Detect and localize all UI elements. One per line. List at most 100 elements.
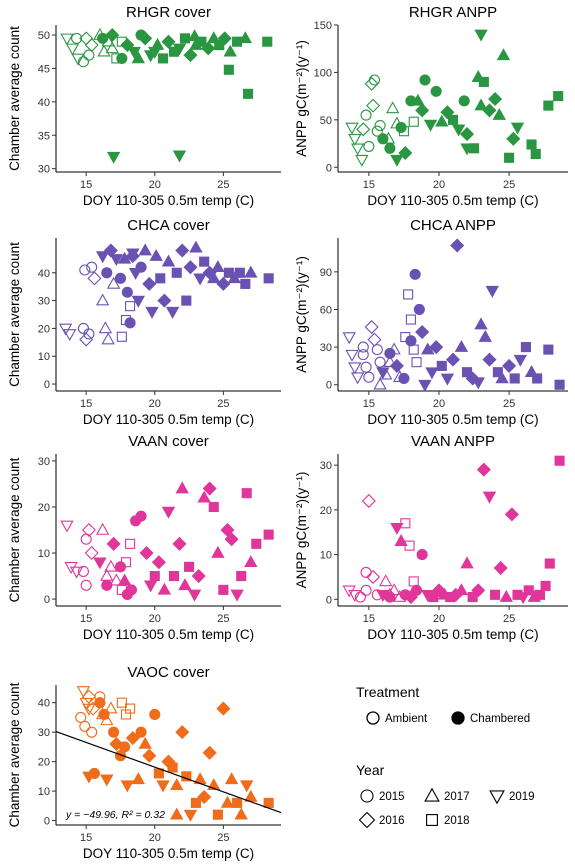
data-point — [135, 261, 147, 273]
panel-title: RHGR cover — [126, 4, 211, 21]
data-point — [395, 121, 407, 133]
data-point — [145, 306, 159, 319]
legend-year-label: 2015 — [379, 791, 405, 803]
data-point — [554, 455, 565, 466]
y-tick-label: 150 — [314, 20, 332, 32]
panel-rhgr-anpp: RHGR ANPP 15 20 25 0 50 100 150 DOY 110-305 0.5m… — [294, 4, 568, 208]
data-point — [454, 583, 469, 596]
data-point — [82, 703, 96, 716]
y-tick-label: 60 — [320, 304, 332, 316]
data-point — [216, 276, 231, 291]
regression-annotation: y = −49.96, R² = 0.32 — [65, 809, 165, 821]
data-point — [208, 501, 219, 513]
y-tick-label: 30 — [38, 727, 50, 739]
data-point — [189, 240, 203, 253]
data-point — [403, 289, 414, 300]
data-point — [86, 261, 98, 273]
data-point — [360, 361, 372, 373]
data-point — [366, 98, 381, 113]
data-point — [207, 271, 221, 284]
data-point — [478, 329, 492, 342]
data-point — [117, 573, 132, 586]
data-point — [554, 379, 565, 390]
data-point — [418, 379, 432, 392]
panel-title: CHCA ANPP — [410, 217, 496, 234]
data-point — [378, 574, 393, 587]
data-point — [135, 29, 147, 41]
data-point — [398, 372, 410, 385]
data-point — [371, 344, 383, 356]
data-point — [83, 328, 95, 340]
panel-title: CHCA cover — [127, 217, 210, 234]
data-point — [125, 538, 136, 549]
data-point — [105, 27, 120, 43]
data-point — [165, 306, 180, 319]
y-tick-label: 30 — [38, 164, 50, 176]
data-point — [413, 303, 425, 316]
x-tick-label: 15 — [80, 398, 92, 410]
data-point — [474, 317, 488, 330]
data-point — [80, 579, 92, 591]
data-point — [240, 780, 254, 793]
data-point — [440, 373, 455, 386]
data-point — [478, 76, 489, 87]
data-point — [386, 101, 400, 114]
data-point — [474, 98, 488, 111]
data-point — [71, 32, 83, 44]
data-point — [156, 780, 170, 793]
data-point — [458, 95, 470, 107]
x-tick-label: 25 — [503, 613, 515, 625]
data-point — [120, 780, 135, 793]
y-tick-label: 50 — [38, 30, 50, 42]
data-point — [101, 579, 113, 591]
panel-title: VAAN ANPP — [411, 433, 495, 450]
data-point — [488, 91, 503, 107]
data-point — [171, 267, 182, 278]
data-point — [161, 254, 176, 267]
data-point — [77, 565, 89, 578]
data-point — [360, 566, 372, 579]
data-point — [101, 267, 113, 279]
data-point — [76, 686, 91, 699]
x-axis-label: DOY 110-305 0.5m temp (C) — [367, 627, 538, 642]
data-point — [348, 362, 362, 375]
data-point — [211, 260, 225, 273]
legend-year-symbol — [360, 789, 374, 803]
legend-year-2018: 2018 — [426, 814, 470, 827]
panel-chca-anpp: CHCA ANPP 15 20 25 0 30 60 90 DOY 110-305 0.5m t… — [294, 217, 568, 427]
data-point — [167, 762, 178, 773]
data-point — [532, 373, 543, 384]
panel-title: VAOC cover — [127, 664, 209, 681]
data-point — [220, 522, 235, 538]
x-tick-label: 15 — [80, 832, 92, 844]
data-point — [506, 131, 521, 146]
data-point — [202, 481, 217, 496]
data-point — [121, 286, 133, 298]
data-point — [117, 251, 132, 264]
y-tick-label: 0 — [326, 380, 332, 392]
data-point — [356, 122, 371, 137]
x-tick-label: 25 — [503, 398, 515, 410]
data-point — [348, 134, 362, 146]
data-point — [357, 349, 369, 361]
data-point — [138, 736, 152, 749]
data-point — [409, 268, 421, 280]
data-point — [114, 561, 127, 573]
y-axis-label: ANPP gC(m⁻²)(y⁻¹) — [294, 256, 309, 373]
data-point — [223, 44, 237, 57]
data-point — [60, 33, 74, 46]
x-tick-label: 20 — [149, 398, 161, 410]
y-tick-label: 40 — [38, 97, 50, 109]
data-point — [149, 248, 163, 261]
data-point — [485, 285, 499, 298]
data-point — [95, 293, 110, 306]
data-point — [244, 555, 258, 568]
data-point — [421, 342, 435, 355]
data-point — [125, 584, 138, 596]
data-point — [408, 116, 419, 127]
data-point — [360, 109, 372, 121]
data-point — [119, 741, 131, 753]
data-point — [398, 146, 413, 161]
data-point — [79, 332, 94, 347]
legend-year-label: 2019 — [509, 791, 535, 803]
